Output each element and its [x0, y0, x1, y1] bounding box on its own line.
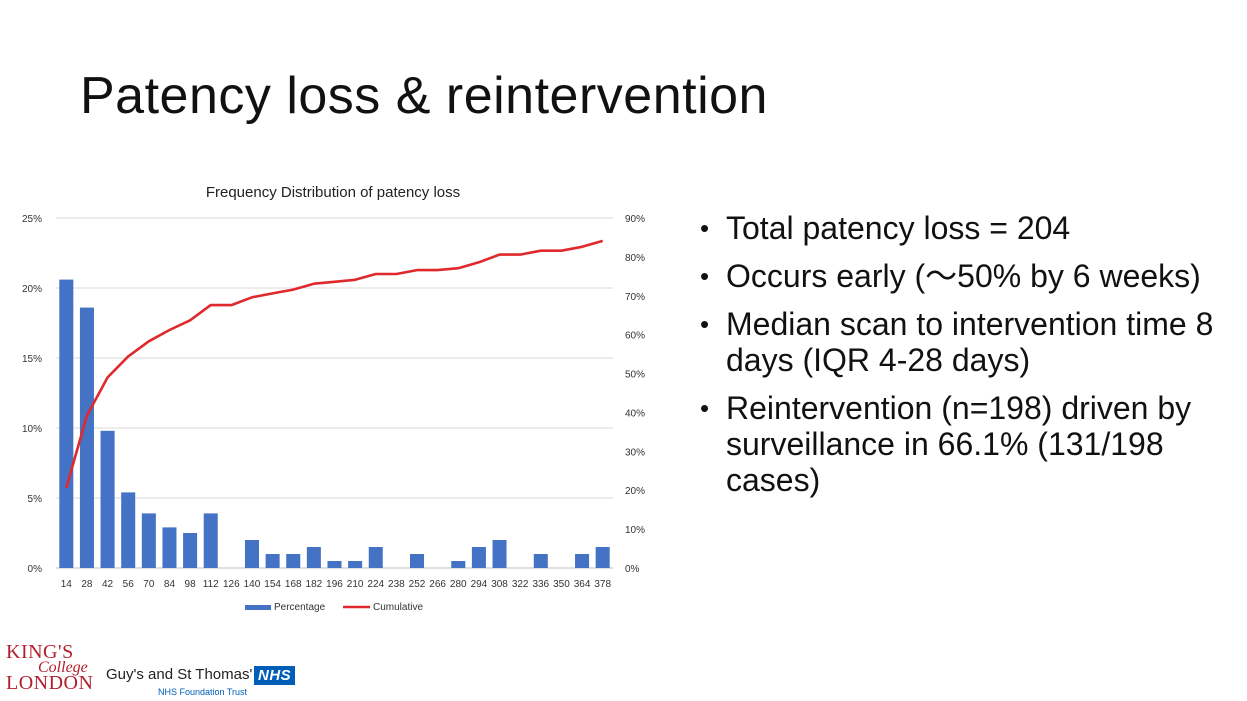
bullet-item: Occurs early (〜50% by 6 weeks) [700, 258, 1220, 294]
x-tick-label: 56 [123, 579, 135, 590]
legend-swatch-percentage [245, 605, 271, 610]
footer-logos: KING'S College LONDON Guy's and St Thoma… [0, 640, 420, 700]
line-series [65, 239, 604, 489]
x-tick-label: 378 [594, 579, 611, 590]
bullet-list: Total patency loss = 204 Occurs early (〜… [700, 210, 1220, 510]
x-tick-label: 28 [81, 579, 93, 590]
y-right-tick-label: 30% [625, 447, 645, 458]
gridlines [56, 217, 613, 569]
bar [575, 554, 590, 568]
bar [183, 533, 198, 568]
bar [492, 540, 507, 568]
x-tick-label: 168 [285, 579, 302, 590]
x-tick-label: 238 [388, 579, 405, 590]
x-tick-label: 14 [61, 579, 73, 590]
bar [327, 561, 342, 568]
y-right-tick-label: 20% [625, 486, 645, 497]
x-tick-label: 322 [512, 579, 529, 590]
bar [162, 527, 177, 568]
x-tick-label: 350 [553, 579, 570, 590]
bar [368, 547, 383, 568]
y-right-tick-label: 80% [625, 253, 645, 264]
x-tick-label: 140 [244, 579, 261, 590]
y-left-tick-label: 20% [22, 284, 42, 295]
bar [79, 307, 94, 568]
bar [265, 554, 280, 568]
x-tick-label: 98 [185, 579, 197, 590]
x-tick-label: 280 [450, 579, 467, 590]
kcl-logo-line2: College [38, 659, 88, 676]
bullet-item: Reintervention (n=198) driven by surveil… [700, 390, 1220, 498]
x-tick-label: 42 [102, 579, 114, 590]
bar [410, 554, 425, 568]
patency-loss-chart: Frequency Distribution of patency loss 0… [0, 175, 650, 625]
x-tick-label: 210 [347, 579, 364, 590]
bar [533, 554, 548, 568]
y-left-tick-label: 15% [22, 354, 42, 365]
y-right-tick-label: 50% [625, 370, 645, 381]
bar [348, 561, 363, 568]
bullet-item: Median scan to intervention time 8 days … [700, 306, 1220, 378]
bar [595, 547, 610, 568]
x-tick-label: 294 [471, 579, 488, 590]
slide-title: Patency loss & reintervention [80, 67, 768, 125]
legend-label-cumulative: Cumulative [373, 602, 423, 613]
x-tick-label: 126 [223, 579, 240, 590]
bullet-item: Total patency loss = 204 [700, 210, 1220, 246]
x-tick-label: 196 [326, 579, 343, 590]
x-tick-label: 182 [306, 579, 323, 590]
x-tick-label: 154 [264, 579, 281, 590]
bar-series [59, 279, 610, 568]
x-tick-label: 84 [164, 579, 176, 590]
x-tick-label: 252 [409, 579, 426, 590]
y-right-tick-label: 0% [625, 564, 640, 575]
kcl-logo: KING'S College LONDON [6, 641, 94, 700]
bar [244, 540, 259, 568]
x-tick-label: 336 [532, 579, 549, 590]
kcl-logo-line3: LONDON [6, 672, 94, 694]
y-right-tick-label: 10% [625, 525, 645, 536]
bar [100, 430, 115, 568]
x-tick-label: 224 [367, 579, 384, 590]
axis-labels: 0% 5% 10% 15% 20% 25% 0% 10% 20% 30% 40% 50% 60% 70% 8… [22, 214, 645, 590]
nhs-badge: NHS [254, 666, 296, 685]
chart-svg: Frequency Distribution of patency loss 0… [22, 184, 645, 613]
x-tick-label: 112 [203, 579, 219, 590]
chart-title: Frequency Distribution of patency loss [206, 184, 460, 201]
nhs-trust-label: NHS Foundation Trust [158, 687, 248, 697]
bar [121, 492, 136, 568]
bar [306, 547, 321, 568]
legend-label-percentage: Percentage [274, 602, 326, 613]
y-left-tick-label: 5% [28, 494, 43, 505]
chart-legend: Percentage Cumulative [245, 602, 423, 613]
bar [451, 561, 466, 568]
x-tick-label: 308 [491, 579, 508, 590]
bar [203, 513, 218, 568]
y-left-tick-label: 0% [28, 564, 43, 575]
y-right-tick-label: 60% [625, 331, 645, 342]
kcl-logo-line1: KING'S [6, 641, 74, 663]
x-tick-label: 70 [143, 579, 155, 590]
cumulative-line [65, 239, 604, 489]
y-left-tick-label: 25% [22, 214, 42, 225]
gst-logo-name: Guy's and St Thomas' [106, 666, 253, 683]
y-right-tick-label: 70% [625, 292, 645, 303]
bar [286, 554, 301, 568]
bar [471, 547, 486, 568]
y-right-tick-label: 40% [625, 408, 645, 419]
bar [141, 513, 156, 568]
bar [59, 279, 74, 568]
x-tick-label: 364 [574, 579, 591, 590]
y-left-tick-label: 10% [22, 424, 42, 435]
y-right-tick-label: 90% [625, 214, 645, 225]
x-tick-label: 266 [429, 579, 446, 590]
